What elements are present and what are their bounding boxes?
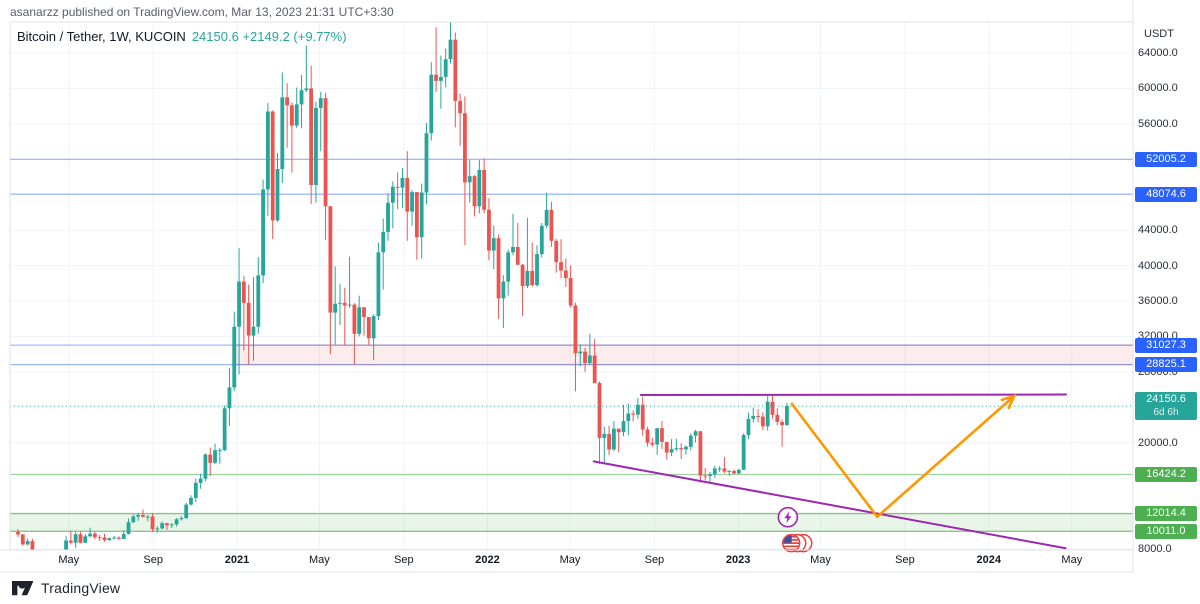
footer-branding[interactable]: TradingView (12, 580, 120, 596)
price-badge-blue: 28825.1 (1135, 357, 1197, 373)
projection-arrow[interactable] (790, 395, 1016, 519)
lightning-event-marker[interactable] (777, 506, 799, 528)
time-tick-label: Sep (895, 554, 915, 566)
time-tick-label: 2024 (976, 554, 1001, 566)
support-zone[interactable] (10, 512, 1133, 532)
price-badge-green: 16424.2 (1135, 466, 1197, 482)
price-tick-label: 40000.0 (1138, 259, 1178, 272)
currency-label: USDT (1144, 28, 1174, 40)
time-tick-label: 2021 (224, 554, 250, 566)
last-price-value: 24150.6 (191, 29, 239, 44)
price-tick-label: 44000.0 (1138, 224, 1178, 237)
price-badge-green: 10011.0 (1135, 523, 1197, 539)
price-badge-green: 12014.4 (1135, 506, 1197, 522)
price-tick-label: 20000.0 (1138, 436, 1178, 449)
grid (10, 22, 1133, 550)
time-tick-label: 2022 (475, 554, 500, 566)
price-tick-label: 8000.0 (1138, 543, 1172, 556)
published-info: asanarzz published on TradingView.com, M… (10, 5, 394, 19)
tradingview-brand-text: TradingView (41, 580, 121, 596)
symbol-legend[interactable]: Bitcoin / Tether, 1W, KUCOIN 24150.6 +214… (17, 29, 347, 44)
price-change-value: +2149.2 (+9.77%) (242, 29, 347, 44)
price-badge-teal: 24150.6 6d 6h (1135, 392, 1197, 421)
candlestick-series (16, 22, 789, 550)
price-tick-label: 56000.0 (1138, 117, 1178, 130)
price-badge-blue: 31027.3 (1135, 337, 1197, 353)
descending-support-trendline[interactable] (592, 460, 1067, 550)
time-tick-label: Sep (644, 554, 665, 566)
symbol-title: Bitcoin / Tether, 1W, KUCOIN (17, 29, 186, 44)
us-flag-events-marker[interactable] (781, 533, 813, 553)
time-tick-label: May (308, 554, 330, 566)
projection-arrowhead (1000, 393, 1017, 410)
time-tick-label: 2023 (725, 554, 751, 566)
time-tick-label: May (559, 554, 581, 566)
price-tick-label: 64000.0 (1138, 47, 1178, 59)
time-tick-label: Sep (394, 554, 414, 566)
price-tick-label: 36000.0 (1138, 295, 1178, 308)
time-tick-label: May (58, 554, 80, 566)
time-tick-label: May (1061, 554, 1083, 566)
time-tick-label: Sep (143, 554, 164, 566)
price-badge-blue: 48074.6 (1135, 186, 1197, 202)
tradingview-logo-icon (12, 580, 34, 595)
resistance-zone[interactable] (231, 344, 1134, 366)
price-tick-label: 60000.0 (1138, 82, 1178, 95)
time-tick-label: May (810, 554, 831, 566)
price-badge-blue: 52005.2 (1135, 151, 1197, 167)
